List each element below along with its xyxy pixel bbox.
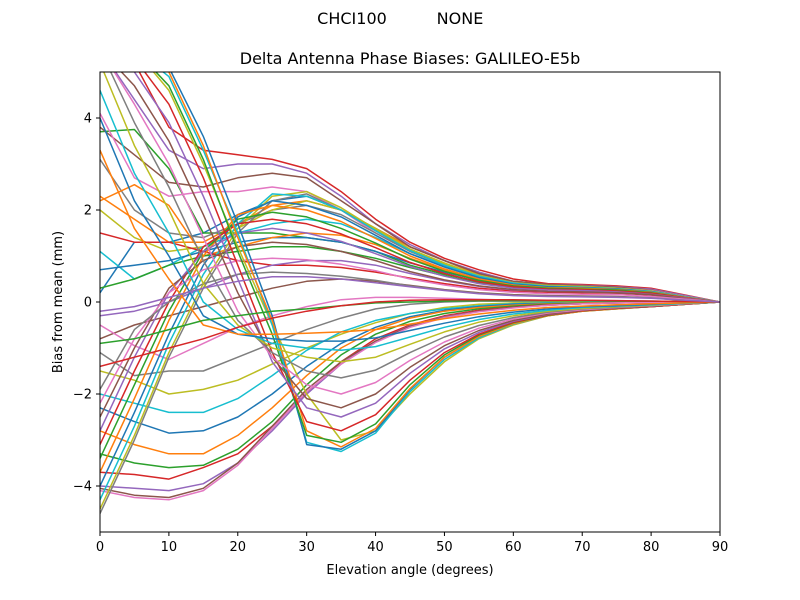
series-line-54	[100, 298, 720, 368]
x-tick-label: 60	[505, 540, 522, 555]
y-tick-label: 0	[84, 296, 92, 311]
y-axis: −4 −2 0 2 4	[73, 112, 100, 495]
y-tick-label: 4	[84, 112, 92, 127]
x-tick-label: 40	[367, 540, 384, 555]
x-axis: 0 10 20 30 40 50 60 70 80 90	[96, 532, 728, 555]
x-tick-label: 80	[643, 540, 660, 555]
suptitle-left: CHCI100	[317, 9, 387, 28]
series-line-55	[100, 275, 720, 312]
x-tick-label: 30	[298, 540, 315, 555]
x-tick-label: 70	[574, 540, 591, 555]
x-tick-label: 90	[712, 540, 729, 555]
series-line-51	[100, 117, 720, 342]
series-line-6	[100, 126, 720, 303]
x-tick-label: 10	[161, 540, 178, 555]
series-line-27	[100, 301, 720, 501]
series-line-37	[100, 257, 720, 404]
x-tick-label: 0	[96, 540, 104, 555]
y-tick-label: −4	[73, 480, 92, 495]
y-axis-label: Bias from mean (mm)	[51, 231, 66, 373]
x-tick-label: 50	[436, 540, 453, 555]
series-lines	[100, 72, 720, 514]
series-line-52	[100, 149, 720, 335]
x-tick-label: 20	[230, 540, 247, 555]
series-line-35	[100, 227, 720, 432]
series-line-34	[100, 218, 720, 445]
x-axis-label: Elevation angle (degrees)	[326, 563, 493, 578]
chart-title: Delta Antenna Phase Biases: GALILEO-E5b	[240, 49, 580, 68]
suptitle-right: NONE	[437, 9, 484, 28]
y-tick-label: 2	[84, 204, 92, 219]
y-tick-label: −2	[73, 388, 92, 403]
